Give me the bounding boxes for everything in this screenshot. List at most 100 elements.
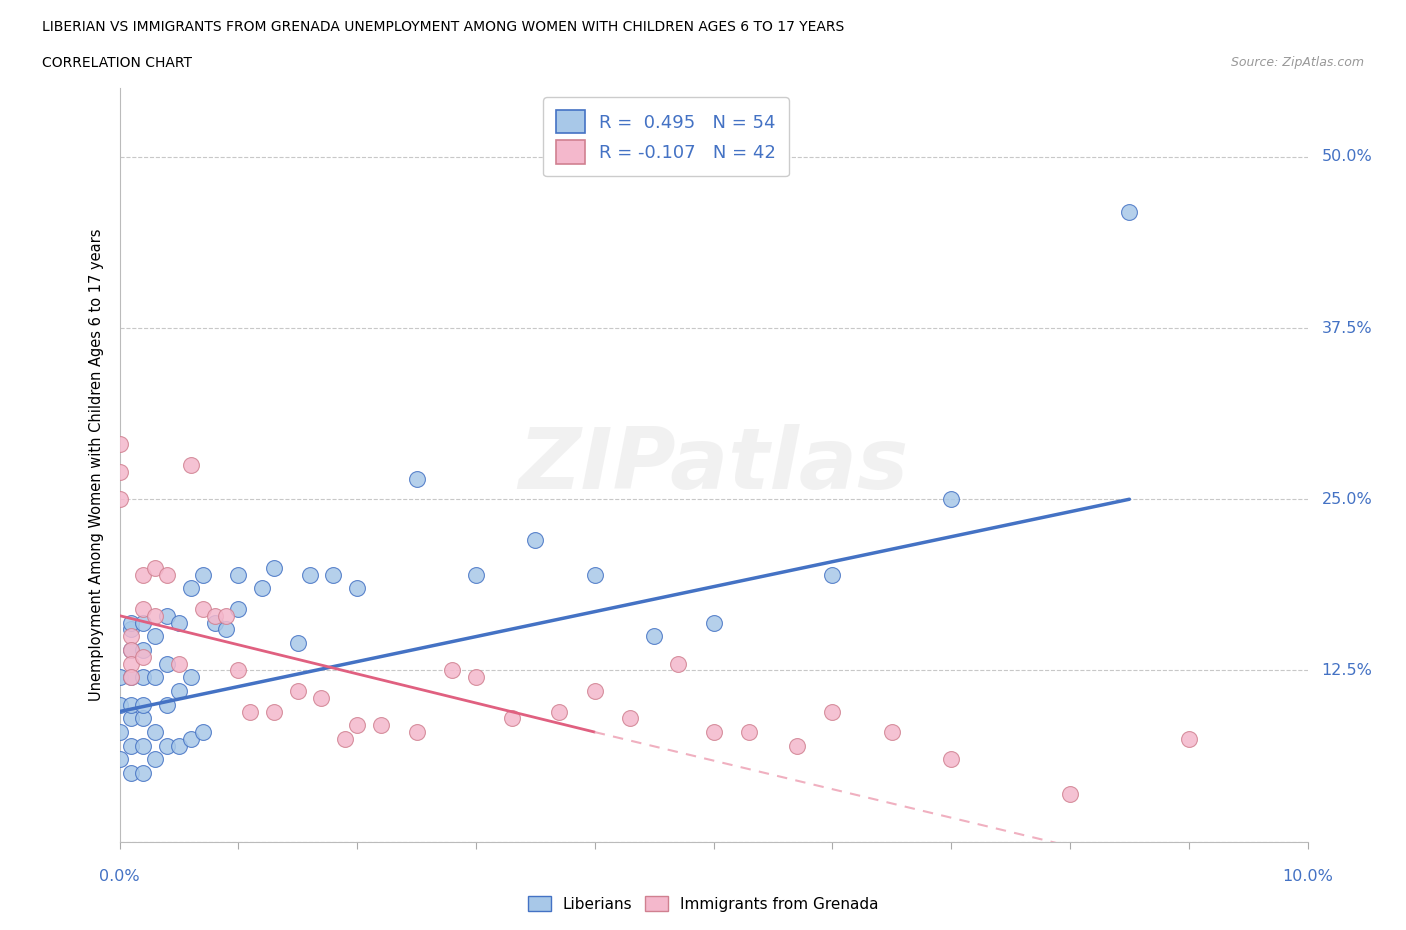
Point <box>191 724 214 739</box>
Point <box>120 670 142 684</box>
Point <box>120 629 142 644</box>
Point <box>1178 732 1201 747</box>
Point <box>120 643 142 658</box>
Point <box>120 615 142 630</box>
Point <box>132 765 155 780</box>
Point <box>228 602 250 617</box>
Point <box>120 711 142 725</box>
Point <box>322 567 344 582</box>
Point <box>405 724 427 739</box>
Point <box>821 567 844 582</box>
Point <box>643 629 665 644</box>
Text: Source: ZipAtlas.com: Source: ZipAtlas.com <box>1230 56 1364 69</box>
Text: 37.5%: 37.5% <box>1322 321 1372 336</box>
Point <box>120 622 142 637</box>
Point <box>880 724 903 739</box>
Point <box>120 657 142 671</box>
Point <box>132 698 155 712</box>
Legend: R =  0.495   N = 54, R = -0.107   N = 42: R = 0.495 N = 54, R = -0.107 N = 42 <box>543 98 789 177</box>
Point <box>939 492 962 507</box>
Point <box>167 615 190 630</box>
Point <box>228 567 250 582</box>
Point <box>939 752 962 767</box>
Point <box>143 724 166 739</box>
Point <box>583 684 606 698</box>
Point <box>1059 786 1081 801</box>
Point <box>132 643 155 658</box>
Point <box>108 464 131 479</box>
Point <box>132 711 155 725</box>
Point <box>619 711 641 725</box>
Point <box>143 752 166 767</box>
Point <box>120 643 142 658</box>
Point <box>370 718 392 733</box>
Point <box>821 704 844 719</box>
Point <box>167 738 190 753</box>
Point <box>335 732 357 747</box>
Point <box>132 670 155 684</box>
Point <box>501 711 523 725</box>
Point <box>120 670 142 684</box>
Point <box>156 738 179 753</box>
Point <box>180 732 202 747</box>
Point <box>108 437 131 452</box>
Point <box>298 567 321 582</box>
Point <box>346 581 368 596</box>
Point <box>204 615 226 630</box>
Point <box>167 684 190 698</box>
Point <box>191 602 214 617</box>
Point <box>263 704 285 719</box>
Point <box>143 670 166 684</box>
Point <box>143 608 166 623</box>
Point <box>738 724 761 739</box>
Point <box>132 738 155 753</box>
Point <box>583 567 606 582</box>
Point <box>191 567 214 582</box>
Point <box>108 698 131 712</box>
Point <box>108 492 131 507</box>
Text: ZIPatlas: ZIPatlas <box>519 423 908 507</box>
Point <box>120 738 142 753</box>
Point <box>156 567 179 582</box>
Point <box>120 765 142 780</box>
Point <box>156 698 179 712</box>
Point <box>132 602 155 617</box>
Point <box>108 670 131 684</box>
Y-axis label: Unemployment Among Women with Children Ages 6 to 17 years: Unemployment Among Women with Children A… <box>89 229 104 701</box>
Point <box>156 657 179 671</box>
Point <box>132 615 155 630</box>
Point <box>215 622 238 637</box>
Point <box>464 567 486 582</box>
Text: 25.0%: 25.0% <box>1322 492 1372 507</box>
Text: 12.5%: 12.5% <box>1322 663 1372 678</box>
Legend: Liberians, Immigrants from Grenada: Liberians, Immigrants from Grenada <box>522 889 884 918</box>
Text: CORRELATION CHART: CORRELATION CHART <box>42 56 193 70</box>
Point <box>180 581 202 596</box>
Point <box>786 738 808 753</box>
Point <box>204 608 226 623</box>
Point <box>167 657 190 671</box>
Point <box>132 567 155 582</box>
Point <box>548 704 571 719</box>
Point <box>287 684 309 698</box>
Point <box>120 698 142 712</box>
Point <box>311 690 333 705</box>
Point <box>132 649 155 664</box>
Point <box>239 704 262 719</box>
Point <box>228 663 250 678</box>
Point <box>156 608 179 623</box>
Text: 0.0%: 0.0% <box>100 870 139 884</box>
Point <box>108 724 131 739</box>
Point <box>215 608 238 623</box>
Point <box>108 752 131 767</box>
Point <box>1118 205 1140 219</box>
Point <box>263 560 285 575</box>
Point <box>180 670 202 684</box>
Point <box>180 458 202 472</box>
Point <box>143 629 166 644</box>
Point <box>250 581 273 596</box>
Point <box>524 533 547 548</box>
Point <box>346 718 368 733</box>
Point <box>441 663 464 678</box>
Text: 50.0%: 50.0% <box>1322 150 1372 165</box>
